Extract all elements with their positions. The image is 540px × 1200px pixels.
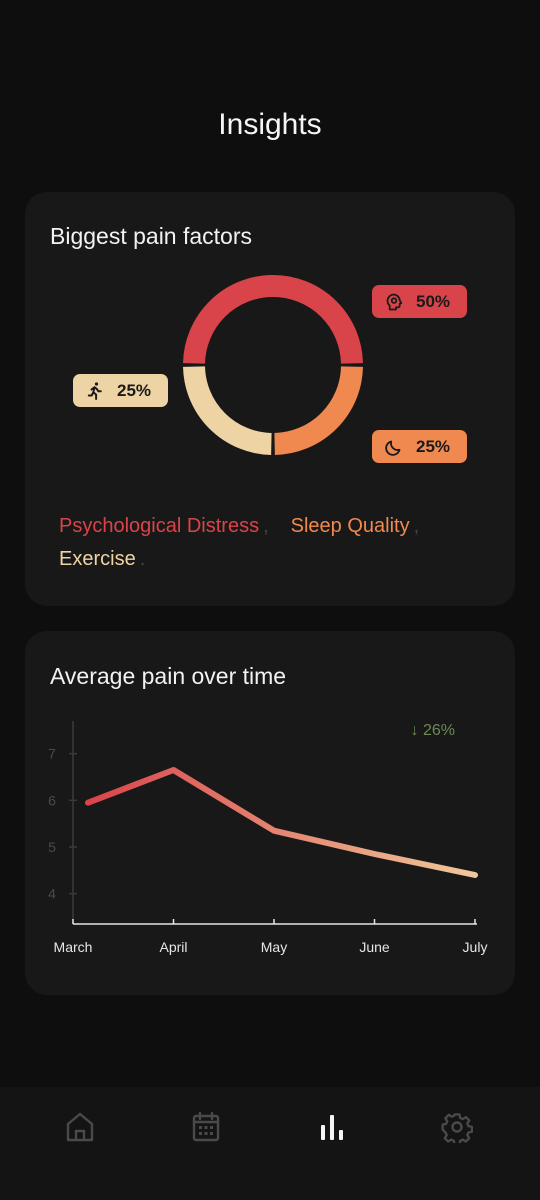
moon-icon	[384, 437, 404, 457]
exercise-percent: 25%	[117, 380, 152, 400]
y-tick-label: 7	[48, 746, 56, 762]
pain-factors-legend: Psychological Distress, Sleep Quality, Ex…	[59, 515, 420, 570]
bar-chart-icon	[321, 1115, 343, 1140]
legend-psychological-distress: Psychological Distress	[59, 515, 260, 537]
y-tick-label: 4	[48, 886, 56, 902]
exercise-badge: 25%	[73, 374, 168, 407]
gear-icon	[441, 1113, 473, 1143]
pain-factors-title: Biggest pain factors	[50, 223, 253, 249]
page-title: Insights	[218, 108, 322, 141]
legend-sleep-quality: Sleep Quality	[290, 515, 410, 537]
legend-exercise: Exercise	[59, 548, 136, 570]
pain-factors-donut	[183, 274, 363, 455]
nav-calendar[interactable]	[186, 1107, 226, 1147]
donut-slice-moon	[274, 366, 363, 455]
pain-factors-card: Biggest pain factors 50% 25%	[25, 192, 515, 606]
sleep-quality-percent: 25%	[416, 436, 451, 456]
calendar-icon	[192, 1111, 220, 1142]
y-tick-label: 5	[48, 839, 56, 855]
nav-settings[interactable]	[437, 1107, 477, 1147]
average-pain-title: Average pain over time	[50, 663, 287, 689]
average-pain-line-chart: 4 5 6 7 March April May June July	[48, 721, 488, 955]
x-tick-label: July	[463, 939, 488, 955]
psychological-distress-badge: 50%	[372, 285, 467, 318]
running-person-icon	[85, 381, 105, 401]
sleep-quality-badge: 25%	[372, 430, 467, 463]
x-tick-label: June	[359, 939, 390, 955]
donut-slice-brain-head	[183, 274, 363, 364]
pain-series-line	[85, 767, 478, 878]
average-pain-card: Average pain over time ↓ 26% 4 5 6 7 March Ap…	[25, 631, 515, 995]
x-tick-label: May	[261, 939, 287, 955]
psychological-distress-percent: 50%	[416, 291, 451, 311]
nav-home[interactable]	[60, 1107, 100, 1147]
donut-slice-running-person	[183, 366, 272, 455]
bottom-nav	[0, 1087, 540, 1200]
x-tick-label: April	[159, 939, 187, 955]
brain-head-icon	[384, 292, 404, 312]
nav-insights[interactable]	[312, 1107, 352, 1147]
trend-indicator: ↓ 26%	[410, 722, 455, 739]
y-tick-label: 6	[48, 792, 56, 808]
x-tick-label: March	[54, 939, 93, 955]
home-icon	[66, 1112, 94, 1142]
